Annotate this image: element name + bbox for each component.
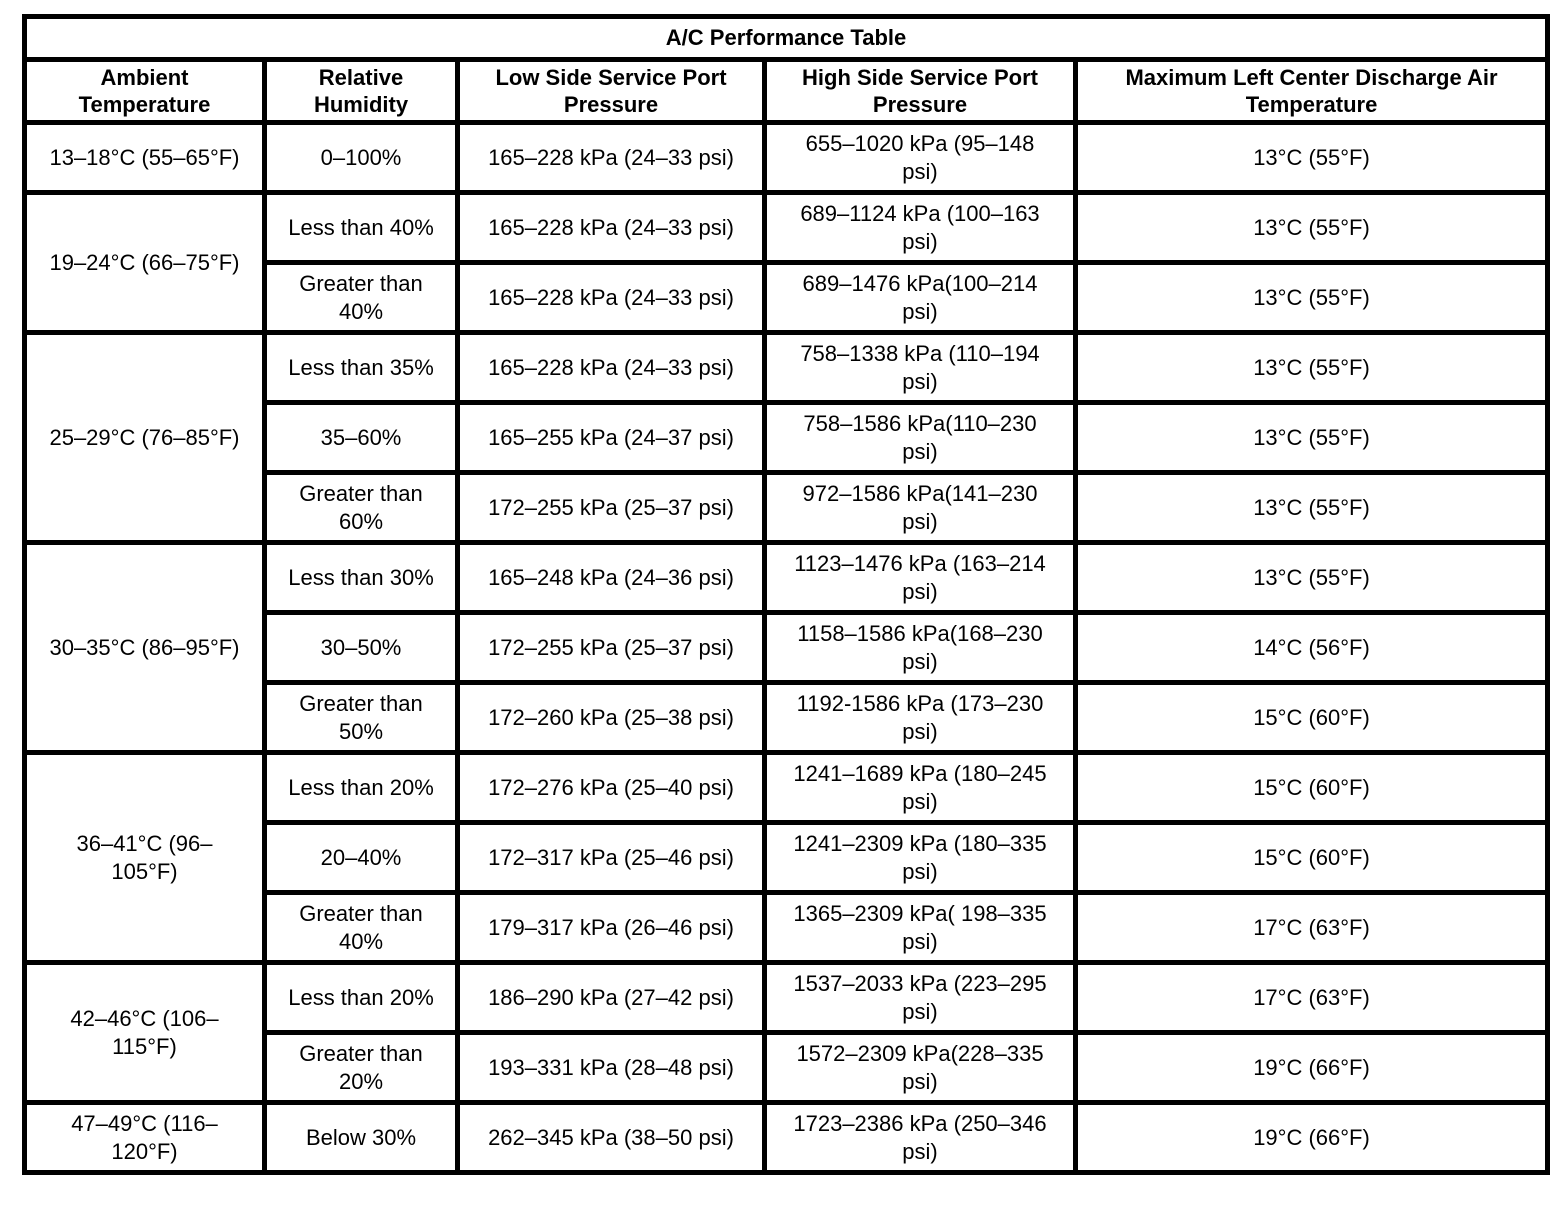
relative-humidity-cell: Greater than 20% xyxy=(262,1030,460,1105)
discharge-air-temp-cell: 13°C (55°F) xyxy=(1072,470,1551,545)
table-row: Greater than 40% 179–317 kPa (26–46 psi)… xyxy=(25,890,1551,965)
col-header-low-side-pressure: Low Side Service Port Pressure xyxy=(455,57,767,125)
high-side-pressure-cell: 689–1124 kPa (100–163 psi) xyxy=(762,190,1078,265)
discharge-air-temp-cell: 15°C (60°F) xyxy=(1072,750,1551,825)
high-side-pressure-cell: 758–1586 kPa(110–230 psi) xyxy=(762,400,1078,475)
relative-humidity-cell: 0–100% xyxy=(262,120,460,195)
low-side-pressure-cell: 165–228 kPa (24–33 psi) xyxy=(455,260,767,335)
title-row: A/C Performance Table xyxy=(21,14,1551,62)
ac-performance-table: A/C Performance Table Ambient Temperatur… xyxy=(21,14,1551,1175)
ambient-temperature-cell: 13–18°C (55–65°F) xyxy=(22,120,267,195)
ambient-temperature-cell: 25–29°C (76–85°F) xyxy=(22,330,267,545)
discharge-air-temp-cell: 19°C (66°F) xyxy=(1072,1100,1551,1175)
table-row: 25–29°C (76–85°F) Less than 35% 165–228 … xyxy=(22,330,1551,545)
table-row: Greater than 40% 165–228 kPa (24–33 psi)… xyxy=(25,260,1551,335)
low-side-pressure-cell: 172–276 kPa (25–40 psi) xyxy=(455,750,767,825)
discharge-air-temp-cell: 13°C (55°F) xyxy=(1072,330,1551,405)
high-side-pressure-cell: 758–1338 kPa (110–194 psi) xyxy=(762,330,1078,405)
discharge-air-temp-cell: 17°C (63°F) xyxy=(1072,960,1551,1035)
low-side-pressure-cell: 172–260 kPa (25–38 psi) xyxy=(455,680,767,755)
low-side-pressure-cell: 193–331 kPa (28–48 psi) xyxy=(455,1030,767,1105)
discharge-air-temp-cell: 15°C (60°F) xyxy=(1072,680,1551,755)
table-row: Greater than 60% 172–255 kPa (25–37 psi)… xyxy=(25,470,1551,545)
ambient-temperature-cell: 42–46°C (106–115°F) xyxy=(22,960,267,1105)
ambient-temperature-cell: 47–49°C (116–120°F) xyxy=(22,1100,267,1175)
low-side-pressure-cell: 165–255 kPa (24–37 psi) xyxy=(455,400,767,475)
discharge-air-temp-cell: 13°C (55°F) xyxy=(1072,120,1551,195)
high-side-pressure-cell: 1723–2386 kPa (250–346 psi) xyxy=(762,1100,1078,1175)
discharge-air-temp-cell: 17°C (63°F) xyxy=(1072,890,1551,965)
low-side-pressure-cell: 179–317 kPa (26–46 psi) xyxy=(455,890,767,965)
relative-humidity-cell: 30–50% xyxy=(262,610,460,685)
relative-humidity-cell: 35–60% xyxy=(262,400,460,475)
col-header-max-discharge-temp: Maximum Left Center Discharge Air Temper… xyxy=(1072,57,1551,125)
low-side-pressure-cell: 172–255 kPa (25–37 psi) xyxy=(455,470,767,545)
relative-humidity-cell: Greater than 60% xyxy=(262,470,460,545)
low-side-pressure-cell: 165–228 kPa (24–33 psi) xyxy=(455,330,767,405)
table-row: 20–40% 172–317 kPa (25–46 psi) 1241–2309… xyxy=(25,820,1551,895)
relative-humidity-cell: Less than 20% xyxy=(262,750,460,825)
low-side-pressure-cell: 262–345 kPa (38–50 psi) xyxy=(455,1100,767,1175)
table-row: 13–18°C (55–65°F) 0–100% 165–228 kPa (24… xyxy=(22,120,1551,195)
table-row: 30–35°C (86–95°F) Less than 30% 165–248 … xyxy=(22,540,1551,755)
table-row: 47–49°C (116–120°F) Below 30% 262–345 kP… xyxy=(22,1100,1551,1175)
ambient-temperature-cell: 36–41°C (96–105°F) xyxy=(22,750,267,965)
col-header-relative-humidity: Relative Humidity xyxy=(262,57,460,125)
high-side-pressure-cell: 1537–2033 kPa (223–295 psi) xyxy=(762,960,1078,1035)
discharge-air-temp-cell: 13°C (55°F) xyxy=(1072,540,1551,615)
table-row: 36–41°C (96–105°F) Less than 20% 172–276… xyxy=(22,750,1551,965)
header-row: Ambient Temperature Relative Humidity Lo… xyxy=(22,57,1551,125)
col-header-high-side-pressure: High Side Service Port Pressure xyxy=(762,57,1078,125)
discharge-air-temp-cell: 15°C (60°F) xyxy=(1072,820,1551,895)
low-side-pressure-cell: 165–228 kPa (24–33 psi) xyxy=(455,190,767,265)
relative-humidity-cell: Less than 20% xyxy=(262,960,460,1035)
high-side-pressure-cell: 1123–1476 kPa (163–214 psi) xyxy=(762,540,1078,615)
relative-humidity-cell: Greater than 40% xyxy=(262,890,460,965)
high-side-pressure-cell: 1158–1586 kPa(168–230 psi) xyxy=(762,610,1078,685)
discharge-air-temp-cell: 19°C (66°F) xyxy=(1072,1030,1551,1105)
high-side-pressure-cell: 1365–2309 kPa( 198–335 psi) xyxy=(762,890,1078,965)
high-side-pressure-cell: 655–1020 kPa (95–148 psi) xyxy=(762,120,1078,195)
discharge-air-temp-cell: 14°C (56°F) xyxy=(1072,610,1551,685)
discharge-air-temp-cell: 13°C (55°F) xyxy=(1072,260,1551,335)
relative-humidity-cell: Below 30% xyxy=(262,1100,460,1175)
table-row: Greater than 50% 172–260 kPa (25–38 psi)… xyxy=(25,680,1551,755)
high-side-pressure-cell: 1241–2309 kPa (180–335 psi) xyxy=(762,820,1078,895)
relative-humidity-cell: Less than 35% xyxy=(262,330,460,405)
table-row: 19–24°C (66–75°F) Less than 40% 165–228 … xyxy=(22,190,1551,335)
table-row: 35–60% 165–255 kPa (24–37 psi) 758–1586 … xyxy=(25,400,1551,475)
relative-humidity-cell: Less than 40% xyxy=(262,190,460,265)
col-header-ambient-temperature: Ambient Temperature xyxy=(22,57,267,125)
high-side-pressure-cell: 972–1586 kPa(141–230 psi) xyxy=(762,470,1078,545)
table-row: Greater than 20% 193–331 kPa (28–48 psi)… xyxy=(25,1030,1551,1105)
discharge-air-temp-cell: 13°C (55°F) xyxy=(1072,190,1551,265)
table-row: 30–50% 172–255 kPa (25–37 psi) 1158–1586… xyxy=(25,610,1551,685)
relative-humidity-cell: Greater than 40% xyxy=(262,260,460,335)
low-side-pressure-cell: 186–290 kPa (27–42 psi) xyxy=(455,960,767,1035)
low-side-pressure-cell: 165–228 kPa (24–33 psi) xyxy=(455,120,767,195)
relative-humidity-cell: Greater than 50% xyxy=(262,680,460,755)
low-side-pressure-cell: 165–248 kPa (24–36 psi) xyxy=(455,540,767,615)
discharge-air-temp-cell: 13°C (55°F) xyxy=(1072,400,1551,475)
ambient-temperature-cell: 30–35°C (86–95°F) xyxy=(22,540,267,755)
ambient-temperature-cell: 19–24°C (66–75°F) xyxy=(22,190,267,335)
table-title: A/C Performance Table xyxy=(21,14,1551,62)
high-side-pressure-cell: 1572–2309 kPa(228–335 psi) xyxy=(762,1030,1078,1105)
high-side-pressure-cell: 1241–1689 kPa (180–245 psi) xyxy=(762,750,1078,825)
table-row: 42–46°C (106–115°F) Less than 20% 186–29… xyxy=(22,960,1551,1105)
high-side-pressure-cell: 689–1476 kPa(100–214 psi) xyxy=(762,260,1078,335)
low-side-pressure-cell: 172–317 kPa (25–46 psi) xyxy=(455,820,767,895)
low-side-pressure-cell: 172–255 kPa (25–37 psi) xyxy=(455,610,767,685)
relative-humidity-cell: 20–40% xyxy=(262,820,460,895)
relative-humidity-cell: Less than 30% xyxy=(262,540,460,615)
high-side-pressure-cell: 1192-1586 kPa (173–230 psi) xyxy=(762,680,1078,755)
